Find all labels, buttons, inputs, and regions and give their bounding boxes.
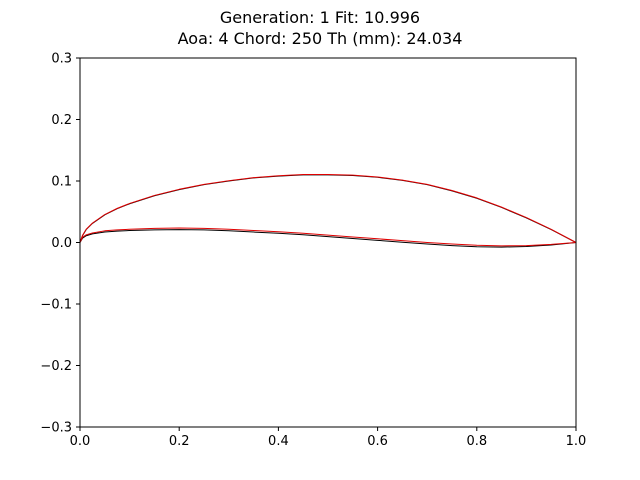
y-tick-label: −0.1: [40, 298, 72, 313]
chart-title-line-1: Generation: 1 Fit: 10.996: [220, 8, 420, 27]
y-tick-label: 0.1: [51, 175, 72, 190]
x-tick-label: 0.2: [169, 434, 190, 449]
x-tick-label: 0.6: [367, 434, 388, 449]
y-tick-label: 0.2: [51, 113, 72, 128]
y-tick-label: −0.2: [40, 359, 72, 374]
y-tick-label: −0.3: [40, 421, 72, 436]
y-tick-label: 0.0: [51, 236, 72, 251]
x-tick-label: 0.0: [70, 434, 91, 449]
y-tick-label: 0.3: [51, 52, 72, 67]
x-tick-label: 1.0: [566, 434, 587, 449]
x-tick-label: 0.8: [466, 434, 487, 449]
axes: 0.0 0.2 0.4 0.6 0.8 1.0 −0.3 −0.2 −0.1 0.0 0.1 0.2 0…: [40, 52, 586, 450]
chart-title-line-2: Aoa: 4 Chord: 250 Th (mm): 24.034: [178, 29, 463, 48]
x-tick-label: 0.4: [268, 434, 289, 449]
